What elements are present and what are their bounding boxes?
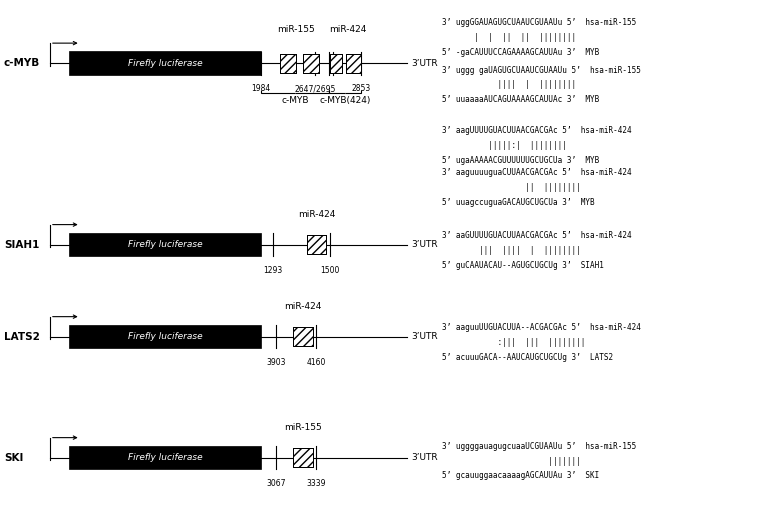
Bar xyxy=(303,54,319,73)
Text: 3’UTR: 3’UTR xyxy=(411,453,438,462)
Bar xyxy=(69,51,261,75)
Text: 3339: 3339 xyxy=(306,479,326,488)
Bar xyxy=(293,327,313,346)
Bar xyxy=(293,448,313,467)
Text: 3’ uggggauagugcuaaUCGUAAUu 5’  hsa-miR-155: 3’ uggggauagugcuaaUCGUAAUu 5’ hsa-miR-15… xyxy=(442,442,636,451)
Text: 5’ gcauuggaacaaaagAGCAUUAu 3’  SKI: 5’ gcauuggaacaaaagAGCAUUAu 3’ SKI xyxy=(442,471,599,480)
Text: 1500: 1500 xyxy=(320,266,340,275)
Text: Firefly luciferase: Firefly luciferase xyxy=(127,332,203,341)
Text: ||  ||||||||: || |||||||| xyxy=(442,183,581,192)
Text: |||||||: ||||||| xyxy=(442,457,581,466)
Text: 5’ -gaCAUUUCCAGAAAAGCAUUAu 3’  MYB: 5’ -gaCAUUUCCAGAAAAGCAUUAu 3’ MYB xyxy=(442,48,599,57)
Text: 5’ ugaAAAAACGUUUUUUGCUGCUa 3’  MYB: 5’ ugaAAAAACGUUUUUUGCUGCUa 3’ MYB xyxy=(442,156,599,165)
Bar xyxy=(330,54,342,73)
Bar xyxy=(293,327,313,346)
Text: 2853: 2853 xyxy=(351,84,371,93)
Text: c-MYB: c-MYB xyxy=(281,96,309,105)
Text: 3’ aaGUUUUGUACUUAACGACGAc 5’  hsa-miR-424: 3’ aaGUUUUGUACUUAACGACGAc 5’ hsa-miR-424 xyxy=(442,231,631,240)
Text: c-MYB(424): c-MYB(424) xyxy=(319,96,370,105)
Text: 2647/2695: 2647/2695 xyxy=(294,84,336,93)
Bar xyxy=(69,325,261,349)
Text: Firefly luciferase: Firefly luciferase xyxy=(127,453,203,462)
Text: 4160: 4160 xyxy=(306,358,326,367)
Text: :|||  |||  ||||||||: :||| ||| |||||||| xyxy=(442,338,585,347)
Bar xyxy=(69,232,261,256)
Text: 3’ uggGGAUAGUGCUAAUCGUAAUu 5’  hsa-miR-155: 3’ uggGGAUAGUGCUAAUCGUAAUu 5’ hsa-miR-15… xyxy=(442,18,636,27)
Bar xyxy=(307,235,326,254)
Bar xyxy=(293,448,313,467)
Text: 3’UTR: 3’UTR xyxy=(411,240,438,249)
Text: 3’ aaguuUUGUACUUA--ACGACGAc 5’  hsa-miR-424: 3’ aaguuUUGUACUUA--ACGACGAc 5’ hsa-miR-4… xyxy=(442,323,641,332)
Text: 5’ uuagccuguaGACAUGCUGCUa 3’  MYB: 5’ uuagccuguaGACAUGCUGCUa 3’ MYB xyxy=(442,198,594,207)
Text: 3’UTR: 3’UTR xyxy=(411,332,438,341)
Text: 3’ aagUUUUGUACUUAACGACGAc 5’  hsa-miR-424: 3’ aagUUUUGUACUUAACGACGAc 5’ hsa-miR-424 xyxy=(442,126,631,135)
Text: 3’ aaguuuuguaCUUAACGACGAc 5’  hsa-miR-424: 3’ aaguuuuguaCUUAACGACGAc 5’ hsa-miR-424 xyxy=(442,168,631,177)
Bar xyxy=(346,54,361,73)
Text: SIAH1: SIAH1 xyxy=(4,239,39,250)
Text: 3067: 3067 xyxy=(266,479,286,488)
Text: 1293: 1293 xyxy=(263,266,283,275)
Text: 1984: 1984 xyxy=(251,84,271,93)
Text: |  |  ||  ||  ||||||||: | | || || |||||||| xyxy=(442,33,576,42)
Text: 5’ uuaaaaAUCAGUAAAAGCAUUAc 3’  MYB: 5’ uuaaaaAUCAGUAAAAGCAUUAc 3’ MYB xyxy=(442,95,599,104)
Text: Firefly luciferase: Firefly luciferase xyxy=(127,58,203,68)
Text: 5’ guCAAUACAU--AGUGCUGCUg 3’  SIAH1: 5’ guCAAUACAU--AGUGCUGCUg 3’ SIAH1 xyxy=(442,261,604,270)
Text: ||||  |  ||||||||: |||| | |||||||| xyxy=(442,80,576,89)
Text: 3’UTR: 3’UTR xyxy=(411,58,438,68)
Text: c-MYB: c-MYB xyxy=(4,58,40,68)
Text: 5’ acuuuGACA--AAUCAUGCUGCUg 3’  LATS2: 5’ acuuuGACA--AAUCAUGCUGCUg 3’ LATS2 xyxy=(442,353,613,362)
Text: miR-155: miR-155 xyxy=(283,423,322,432)
Text: |||||:|  ||||||||: |||||:| |||||||| xyxy=(442,141,567,150)
Text: SKI: SKI xyxy=(4,452,23,463)
Text: miR-424: miR-424 xyxy=(329,25,366,34)
Text: miR-424: miR-424 xyxy=(298,210,335,219)
Bar xyxy=(307,235,326,254)
Bar xyxy=(330,54,342,73)
Bar xyxy=(303,54,319,73)
Text: miR-424: miR-424 xyxy=(284,302,321,311)
Bar xyxy=(280,54,296,73)
Bar xyxy=(280,54,296,73)
Text: 3903: 3903 xyxy=(266,358,286,367)
Bar xyxy=(346,54,361,73)
Text: |||  ||||  |  ||||||||: ||| |||| | |||||||| xyxy=(442,246,581,255)
Text: miR-155: miR-155 xyxy=(276,25,315,34)
Text: Firefly luciferase: Firefly luciferase xyxy=(127,240,203,249)
Text: 3’ uggg gaUAGUGCUAAUCGUAAUu 5’  hsa-miR-155: 3’ uggg gaUAGUGCUAAUCGUAAUu 5’ hsa-miR-1… xyxy=(442,66,641,75)
Bar xyxy=(69,446,261,469)
Text: LATS2: LATS2 xyxy=(4,331,40,342)
